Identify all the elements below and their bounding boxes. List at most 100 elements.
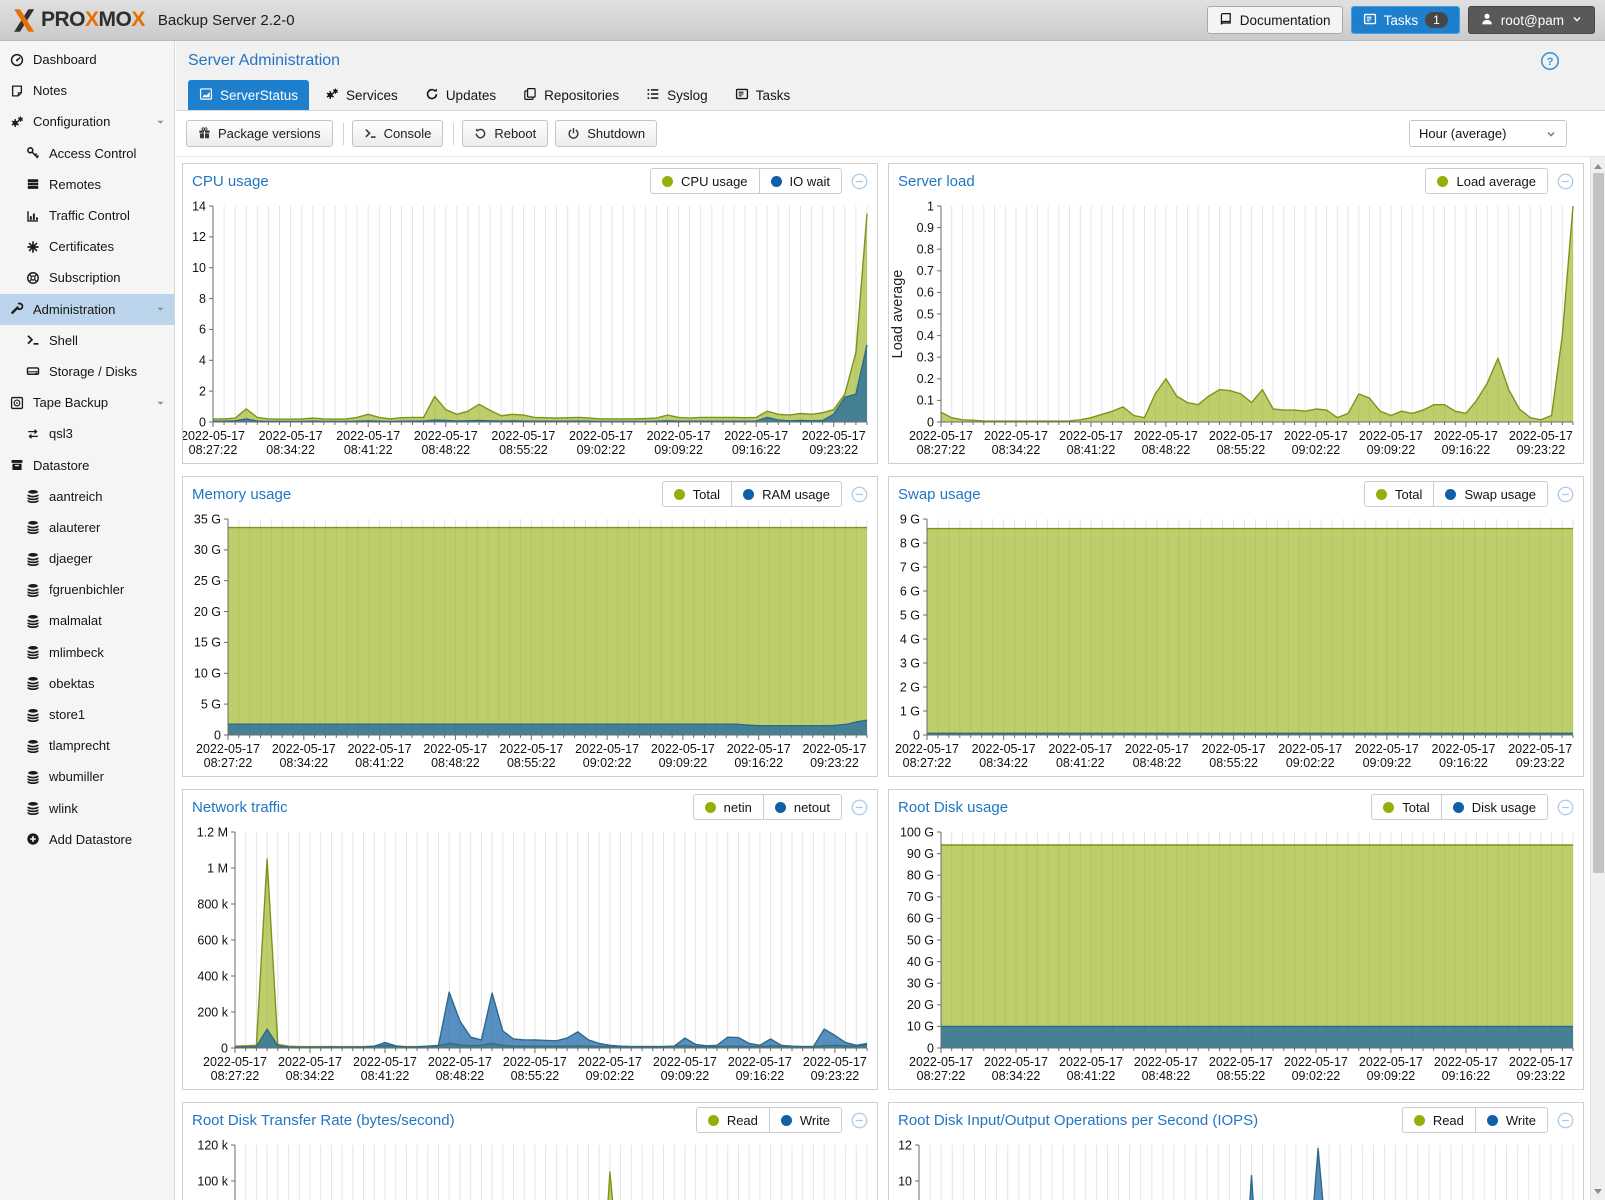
legend-total[interactable]: Total (1364, 481, 1434, 507)
legend-netout[interactable]: netout (763, 794, 842, 820)
legend-io-wait[interactable]: IO wait (759, 168, 842, 194)
legend-disk-usage[interactable]: Disk usage (1441, 794, 1548, 820)
administration-icon (9, 302, 25, 316)
sidebar-item-djaeger[interactable]: djaeger (0, 543, 174, 574)
sidebar-item-label: alauterer (49, 520, 100, 535)
sidebar-item-fgruenbichler[interactable]: fgruenbichler (0, 574, 174, 605)
chevron-down-icon[interactable] (155, 116, 166, 127)
package-versions-button[interactable]: Package versions (186, 120, 333, 147)
sidebar-item-malmalat[interactable]: malmalat (0, 605, 174, 636)
legend-label: Load average (1456, 174, 1536, 189)
sidebar-item-storage-disks[interactable]: Storage / Disks (0, 356, 174, 387)
legend-swap-usage[interactable]: Swap usage (1433, 481, 1548, 507)
collapse-panel-icon[interactable] (851, 1112, 868, 1129)
collapse-panel-icon[interactable] (1557, 173, 1574, 190)
legend-read[interactable]: Read (696, 1107, 770, 1133)
sidebar-item-obektas[interactable]: obektas (0, 668, 174, 699)
sidebar-item-tlamprecht[interactable]: tlamprecht (0, 730, 174, 761)
collapse-panel-icon[interactable] (1557, 486, 1574, 503)
svg-text:0: 0 (221, 1041, 228, 1055)
tab-tasks[interactable]: Tasks (724, 80, 802, 110)
svg-text:2022-05-17: 2022-05-17 (984, 429, 1048, 443)
svg-text:14: 14 (192, 199, 206, 213)
sidebar-item-access-control[interactable]: Access Control (0, 138, 174, 169)
time-range-select[interactable]: Hour (average) (1409, 120, 1567, 147)
sidebar-item-add-datastore[interactable]: Add Datastore (0, 824, 174, 855)
sidebar-item-label: wbumiller (49, 769, 104, 784)
chevron-down-icon[interactable] (155, 304, 166, 315)
legend-total[interactable]: Total (662, 481, 732, 507)
panel-swap: Swap usageTotalSwap usage01 G2 G3 G4 G5 … (888, 476, 1584, 777)
console-button[interactable]: Console (352, 120, 444, 147)
load-chart: 00.10.20.30.40.50.60.70.80.912022-05-170… (889, 198, 1583, 464)
svg-text:2022-05-17: 2022-05-17 (972, 742, 1036, 756)
sidebar-item-dashboard[interactable]: Dashboard (0, 44, 174, 75)
swap-chart: 01 G2 G3 G4 G5 G6 G7 G8 G9 G2022-05-1708… (889, 511, 1583, 777)
legend-write[interactable]: Write (769, 1107, 842, 1133)
sidebar-item-configuration[interactable]: Configuration (0, 106, 174, 137)
scrollbar-down-arrow[interactable] (1591, 1184, 1605, 1198)
database-icon (25, 676, 41, 690)
svg-text:08:48:22: 08:48:22 (436, 1069, 485, 1083)
svg-text:2022-05-17: 2022-05-17 (1059, 429, 1123, 443)
remotes-icon (25, 177, 41, 191)
collapse-panel-icon[interactable] (1557, 799, 1574, 816)
tab-updates[interactable]: Updates (414, 80, 507, 110)
sidebar-item-alauterer[interactable]: alauterer (0, 512, 174, 543)
reboot-button[interactable]: Reboot (462, 120, 548, 147)
tasks-button[interactable]: Tasks 1 (1351, 6, 1460, 34)
sidebar-item-mlimbeck[interactable]: mlimbeck (0, 637, 174, 668)
vertical-scrollbar[interactable] (1590, 157, 1605, 1200)
sidebar-item-datastore[interactable]: Datastore (0, 449, 174, 480)
sidebar-item-wlink[interactable]: wlink (0, 793, 174, 824)
svg-text:400 k: 400 k (197, 969, 228, 983)
svg-text:08:55:22: 08:55:22 (511, 1069, 560, 1083)
legend-netin[interactable]: netin (693, 794, 764, 820)
legend-write[interactable]: Write (1475, 1107, 1548, 1133)
services-icon (325, 87, 339, 104)
configuration-icon (9, 115, 25, 129)
svg-text:0.1: 0.1 (917, 394, 934, 408)
scrollbar-up-arrow[interactable] (1591, 159, 1605, 173)
legend-cpu-usage[interactable]: CPU usage (650, 168, 759, 194)
legend-ram-usage[interactable]: RAM usage (731, 481, 842, 507)
shutdown-button[interactable]: Shutdown (555, 120, 657, 147)
legend-load-average[interactable]: Load average (1425, 168, 1548, 194)
user-menu-button[interactable]: root@pam (1468, 6, 1595, 34)
tab-serverstatus[interactable]: ServerStatus (188, 80, 309, 110)
sidebar-item-wbumiller[interactable]: wbumiller (0, 761, 174, 792)
svg-text:2022-05-17: 2022-05-17 (336, 429, 400, 443)
chevron-down-icon[interactable] (155, 397, 166, 408)
collapse-panel-icon[interactable] (851, 799, 868, 816)
sidebar-item-remotes[interactable]: Remotes (0, 169, 174, 200)
svg-text:2022-05-17: 2022-05-17 (803, 742, 867, 756)
legend-label: Swap usage (1464, 487, 1536, 502)
sidebar-item-administration[interactable]: Administration (0, 294, 174, 325)
collapse-panel-icon[interactable] (851, 486, 868, 503)
legend-read[interactable]: Read (1402, 1107, 1476, 1133)
tab-syslog[interactable]: Syslog (635, 80, 719, 110)
sidebar-item-traffic-control[interactable]: Traffic Control (0, 200, 174, 231)
sidebar-item-subscription[interactable]: Subscription (0, 262, 174, 293)
svg-text:08:41:22: 08:41:22 (1067, 1069, 1116, 1083)
legend-dot (705, 802, 716, 813)
legend-total[interactable]: Total (1371, 794, 1441, 820)
help-icon[interactable]: ? (1540, 51, 1560, 71)
svg-text:2022-05-17: 2022-05-17 (353, 1055, 417, 1069)
sidebar-item-certificates[interactable]: Certificates (0, 231, 174, 262)
sidebar-item-aantreich[interactable]: aantreich (0, 481, 174, 512)
collapse-panel-icon[interactable] (851, 173, 868, 190)
svg-text:1 M: 1 M (207, 861, 228, 875)
toolbar: Package versions Console Reboot Shutdown Ho… (176, 111, 1605, 157)
tab-services[interactable]: Services (314, 80, 409, 110)
sidebar-item-notes[interactable]: Notes (0, 75, 174, 106)
documentation-button[interactable]: Documentation (1207, 6, 1343, 34)
scrollbar-thumb[interactable] (1593, 173, 1604, 873)
tab-repositories[interactable]: Repositories (512, 80, 630, 110)
sidebar-item-store1[interactable]: store1 (0, 699, 174, 730)
sidebar-item-qsl3[interactable]: qsl3 (0, 418, 174, 449)
sidebar-item-shell[interactable]: Shell (0, 325, 174, 356)
panel-network: Network trafficnetinnetout0200 k400 k600… (182, 789, 878, 1090)
sidebar-item-tape-backup[interactable]: Tape Backup (0, 387, 174, 418)
collapse-panel-icon[interactable] (1557, 1112, 1574, 1129)
